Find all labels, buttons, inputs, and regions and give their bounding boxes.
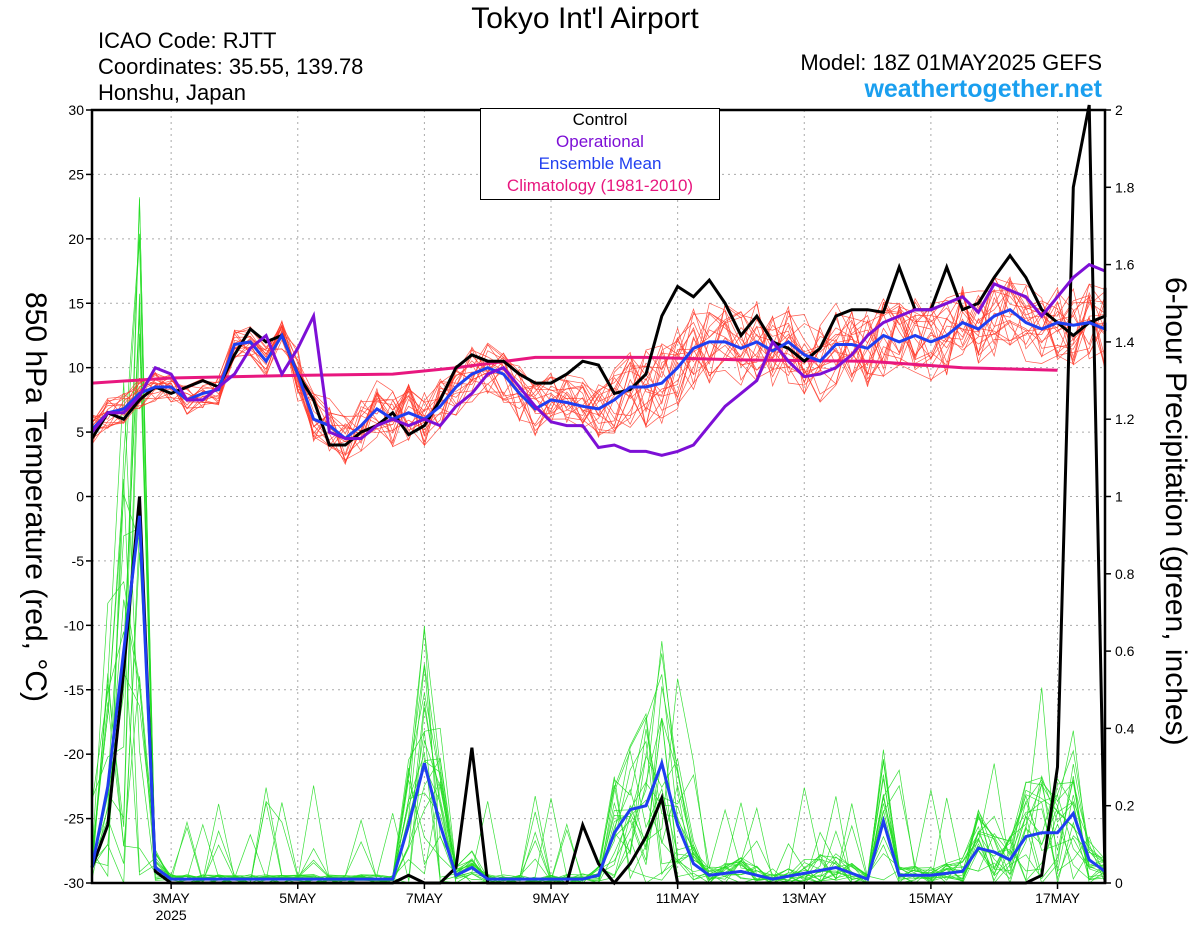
x-tick-sublabel: 2025 xyxy=(156,907,187,923)
y-tick-label-left: -10 xyxy=(64,617,84,633)
legend-control: Control xyxy=(572,110,628,129)
y-axis-label-left: 850 hPa Temperature (red, °C) xyxy=(19,292,52,702)
y-tick-label-left: 0 xyxy=(76,489,84,505)
precipitation-member-line xyxy=(91,599,1106,884)
ensemble-mean-temperature-line xyxy=(90,307,1107,441)
control-temperature-line xyxy=(90,253,1107,447)
y-tick-label-right: 0 xyxy=(1115,875,1123,891)
x-tick-label: 3MAY xyxy=(153,890,191,906)
precipitation-member-line xyxy=(91,552,1106,884)
y-axis-label-right: 6-hour Precipitation (green, inches) xyxy=(1159,277,1192,746)
y-tick-label-left: 25 xyxy=(68,166,84,182)
y-tick-label-left: 30 xyxy=(68,102,84,118)
legend-ensemble-mean: Ensemble Mean xyxy=(538,154,662,173)
main-series-lines xyxy=(90,104,1107,886)
icao-code: ICAO Code: RJTT xyxy=(98,28,277,53)
precipitation-member-line xyxy=(91,653,1106,884)
brand-link[interactable]: weathertogether.net xyxy=(864,75,1102,103)
precipitation-member-line xyxy=(91,382,1106,884)
y-tick-label-right: 1.6 xyxy=(1115,257,1135,273)
temperature-member-line xyxy=(91,278,1106,447)
chart-title: Tokyo Int'l Airport xyxy=(471,2,699,35)
region: Honshu, Japan xyxy=(98,80,246,105)
temperature-member-lines xyxy=(91,275,1106,466)
precipitation-member-line xyxy=(91,199,1106,884)
precipitation-member-line xyxy=(91,580,1106,885)
operational-temperature-line xyxy=(90,262,1106,457)
temperature-member-line xyxy=(91,295,1106,452)
y-tick-label-left: -20 xyxy=(64,746,84,762)
precipitation-member-line xyxy=(91,314,1106,885)
y-tick-label-left: 20 xyxy=(68,231,84,247)
control-precipitation-line xyxy=(90,104,1107,886)
y-tick-label-right: 0.4 xyxy=(1115,720,1135,736)
y-tick-label-right: 0.6 xyxy=(1115,643,1135,659)
legend-operational: Operational xyxy=(556,132,644,151)
x-tick-label: 13MAY xyxy=(782,890,828,906)
x-tick-label: 7MAY xyxy=(406,890,444,906)
y-tick-label-right: 1.8 xyxy=(1115,179,1135,195)
y-tick-label-left: -30 xyxy=(64,875,84,891)
coordinates: Coordinates: 35.55, 139.78 xyxy=(98,54,364,79)
legend-climatology: Climatology (1981-2010) xyxy=(506,176,694,195)
y-tick-label-left: -15 xyxy=(64,682,84,698)
y-tick-label-right: 1.4 xyxy=(1115,334,1135,350)
y-tick-label-right: 1 xyxy=(1115,489,1123,505)
x-tick-label: 17MAY xyxy=(1035,890,1081,906)
model-run: Model: 18Z 01MAY2025 GEFS xyxy=(800,50,1102,75)
axis-ticks: 302520151050-5-10-15-20-25-3021.81.61.41… xyxy=(64,102,1135,923)
precipitation-member-line xyxy=(91,303,1106,884)
climatology-temperature-line xyxy=(91,355,1058,385)
temperature-member-line xyxy=(91,288,1106,435)
y-tick-label-left: 10 xyxy=(68,360,84,376)
precipitation-member-line xyxy=(91,631,1106,884)
x-tick-label: 9MAY xyxy=(532,890,570,906)
y-tick-label-right: 1.2 xyxy=(1115,411,1135,427)
y-tick-label-left: 5 xyxy=(76,424,84,440)
y-tick-label-left: -5 xyxy=(72,553,85,569)
temperature-member-line xyxy=(91,286,1106,463)
precipitation-member-line xyxy=(91,293,1106,884)
legend: Control Operational Ensemble Mean Climat… xyxy=(480,108,720,200)
temperature-member-line xyxy=(91,290,1106,456)
y-tick-label-right: 0.2 xyxy=(1115,798,1135,814)
precipitation-member-line xyxy=(91,494,1106,884)
temperature-member-line xyxy=(91,283,1106,466)
x-tick-label: 5MAY xyxy=(279,890,317,906)
y-tick-label-left: 15 xyxy=(68,295,84,311)
y-tick-label-right: 2 xyxy=(1115,102,1123,118)
x-tick-label: 11MAY xyxy=(656,890,700,906)
y-tick-label-left: -25 xyxy=(64,811,84,827)
y-tick-label-right: 0.8 xyxy=(1115,566,1135,582)
x-tick-label: 15MAY xyxy=(908,890,954,906)
precipitation-member-line xyxy=(91,478,1106,884)
ensemble-mean-precipitation-line xyxy=(90,515,1106,882)
temperature-member-line xyxy=(91,285,1106,455)
grid-lines xyxy=(92,110,1105,883)
